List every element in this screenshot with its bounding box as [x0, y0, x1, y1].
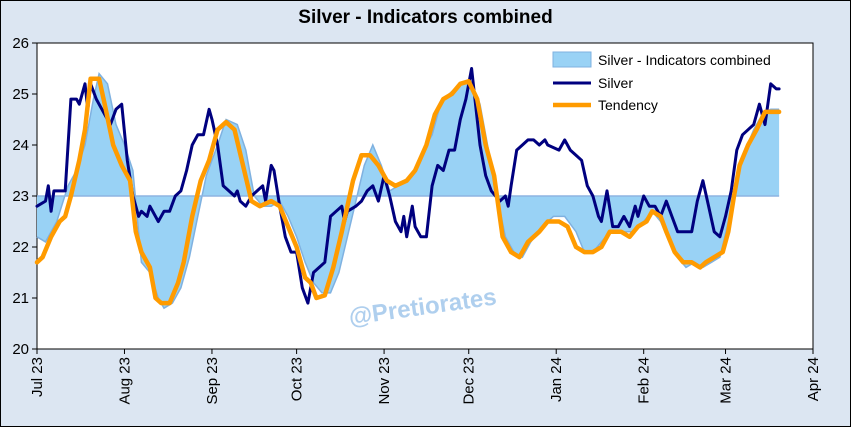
y-tick-label: 20	[12, 341, 29, 358]
x-tick-label: Nov 23	[376, 357, 393, 405]
legend-label-silver: Silver	[598, 75, 633, 91]
legend-label-tendency: Tendency	[598, 97, 658, 113]
x-tick-label: Mar 24	[718, 357, 735, 404]
axes: 20 21 22 23 24 25 26 Jul 23 Aug 23 Sep 23 Oct 23 No…	[12, 35, 822, 405]
y-tick-label: 23	[12, 188, 29, 205]
x-tick-label: Aug 23	[116, 357, 133, 405]
x-tick-label: Jul 23	[29, 357, 46, 397]
x-tick-label: Apr 24	[805, 357, 822, 401]
y-tick-label: 24	[12, 137, 29, 154]
y-tick-label: 21	[12, 290, 29, 307]
silver-series-line	[35, 67, 781, 305]
legend-swatch-area	[552, 51, 592, 68]
x-tick-label: Jan 24	[548, 357, 565, 402]
legend: Silver - Indicators combined Silver Tenden…	[552, 51, 771, 113]
legend-label-area: Silver - Indicators combined	[598, 52, 771, 68]
tendency-series-line	[34, 76, 782, 306]
y-tick-label: 26	[12, 35, 29, 52]
plot-layer	[34, 67, 782, 310]
y-tick-label: 22	[12, 239, 29, 256]
x-tick-label: Sep 23	[204, 357, 221, 405]
x-tick-label: Oct 23	[289, 357, 306, 401]
y-tick-label: 25	[12, 86, 29, 103]
x-tick-label: Feb 24	[636, 357, 653, 404]
x-tick-label: Dec 23	[461, 357, 478, 405]
chart-title: Silver - Indicators combined	[298, 7, 553, 28]
